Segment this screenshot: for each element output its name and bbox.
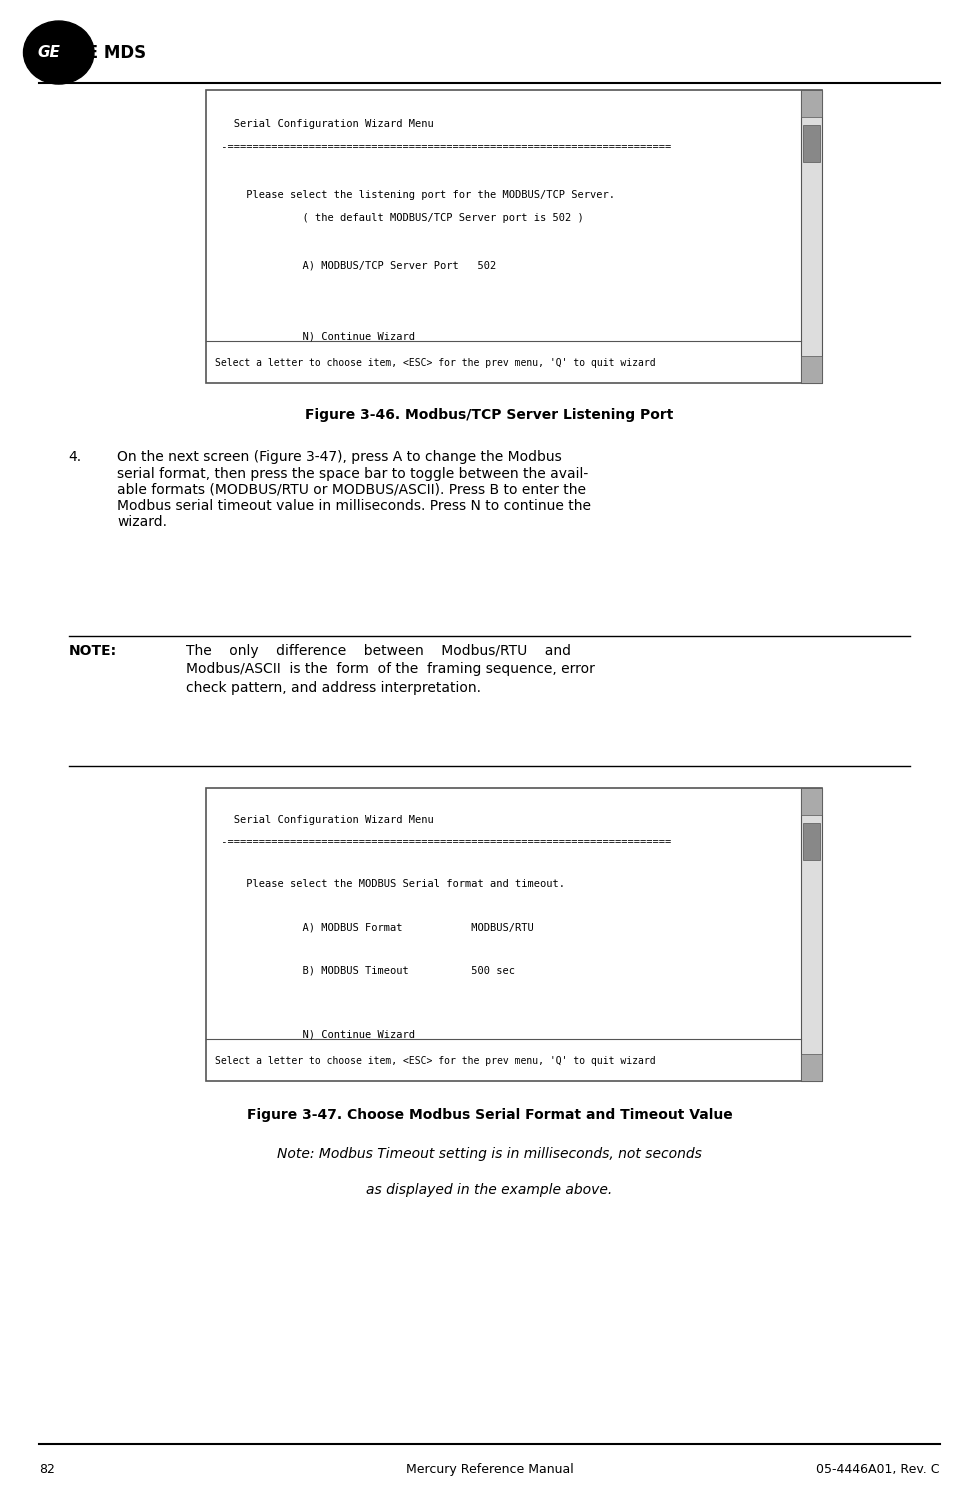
FancyBboxPatch shape <box>800 788 822 815</box>
Text: B) MODBUS Timeout          500 sec: B) MODBUS Timeout 500 sec <box>215 965 514 976</box>
Text: GE MDS: GE MDS <box>73 44 146 62</box>
Text: -=======================================================================: -=======================================… <box>215 143 671 153</box>
FancyBboxPatch shape <box>205 788 822 1081</box>
Text: ( the default MODBUS/TCP Server port is 502 ): ( the default MODBUS/TCP Server port is … <box>215 213 584 224</box>
Text: 05-4446A01, Rev. C: 05-4446A01, Rev. C <box>816 1463 939 1477</box>
FancyBboxPatch shape <box>800 356 822 383</box>
Text: as displayed in the example above.: as displayed in the example above. <box>366 1183 612 1196</box>
Text: Serial Configuration Wizard Menu: Serial Configuration Wizard Menu <box>215 119 433 129</box>
Text: A) MODBUS/TCP Server Port   502: A) MODBUS/TCP Server Port 502 <box>215 260 496 270</box>
FancyBboxPatch shape <box>800 90 822 117</box>
Text: Serial Configuration Wizard Menu: Serial Configuration Wizard Menu <box>215 815 433 826</box>
Text: N) Continue Wizard: N) Continue Wizard <box>215 1030 415 1039</box>
FancyBboxPatch shape <box>800 1054 822 1081</box>
Text: -=======================================================================: -=======================================… <box>215 836 671 847</box>
Text: A) MODBUS Format           MODBUS/RTU: A) MODBUS Format MODBUS/RTU <box>215 922 534 932</box>
FancyBboxPatch shape <box>800 788 822 1081</box>
Text: Mercury Reference Manual: Mercury Reference Manual <box>405 1463 573 1477</box>
Text: Please select the listening port for the MODBUS/TCP Server.: Please select the listening port for the… <box>215 189 615 200</box>
FancyBboxPatch shape <box>802 125 820 162</box>
Text: Select a letter to choose item, <ESC> for the prev menu, 'Q' to quit wizard: Select a letter to choose item, <ESC> fo… <box>215 1057 655 1066</box>
Text: GE: GE <box>37 45 61 60</box>
Text: N) Continue Wizard: N) Continue Wizard <box>215 332 415 341</box>
Text: Figure 3-47. Choose Modbus Serial Format and Timeout Value: Figure 3-47. Choose Modbus Serial Format… <box>246 1108 732 1121</box>
Text: 82: 82 <box>39 1463 55 1477</box>
Text: Please select the MODBUS Serial format and timeout.: Please select the MODBUS Serial format a… <box>215 880 565 890</box>
FancyBboxPatch shape <box>802 823 820 860</box>
Text: 4.: 4. <box>68 450 81 464</box>
Text: Figure 3-46. Modbus/TCP Server Listening Port: Figure 3-46. Modbus/TCP Server Listening… <box>305 408 673 422</box>
Text: Select a letter to choose item, <ESC> for the prev menu, 'Q' to quit wizard: Select a letter to choose item, <ESC> fo… <box>215 359 655 368</box>
Text: The    only    difference    between    Modbus/RTU    and
Modbus/ASCII  is the  : The only difference between Modbus/RTU a… <box>186 644 595 695</box>
Ellipse shape <box>23 21 94 84</box>
Text: NOTE:: NOTE: <box>68 644 116 657</box>
FancyBboxPatch shape <box>205 90 822 383</box>
Text: On the next screen (Figure 3-47), press A to change the Modbus
serial format, th: On the next screen (Figure 3-47), press … <box>117 450 591 528</box>
FancyBboxPatch shape <box>800 90 822 383</box>
Text: Note: Modbus Timeout setting is in milliseconds, not seconds: Note: Modbus Timeout setting is in milli… <box>277 1147 701 1160</box>
